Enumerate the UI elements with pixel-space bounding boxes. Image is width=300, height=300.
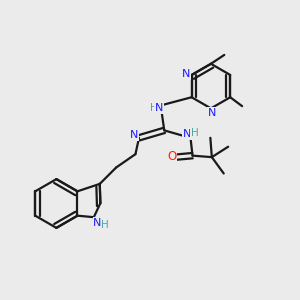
Text: N: N [182,69,190,80]
Text: H: H [191,128,199,138]
Text: H: H [150,103,158,113]
Text: H: H [101,220,109,230]
Text: N: N [183,129,191,139]
Text: N: N [130,130,138,140]
Text: N: N [155,103,164,113]
Text: N: N [208,108,216,118]
Text: N: N [93,218,102,227]
Text: O: O [167,150,176,163]
